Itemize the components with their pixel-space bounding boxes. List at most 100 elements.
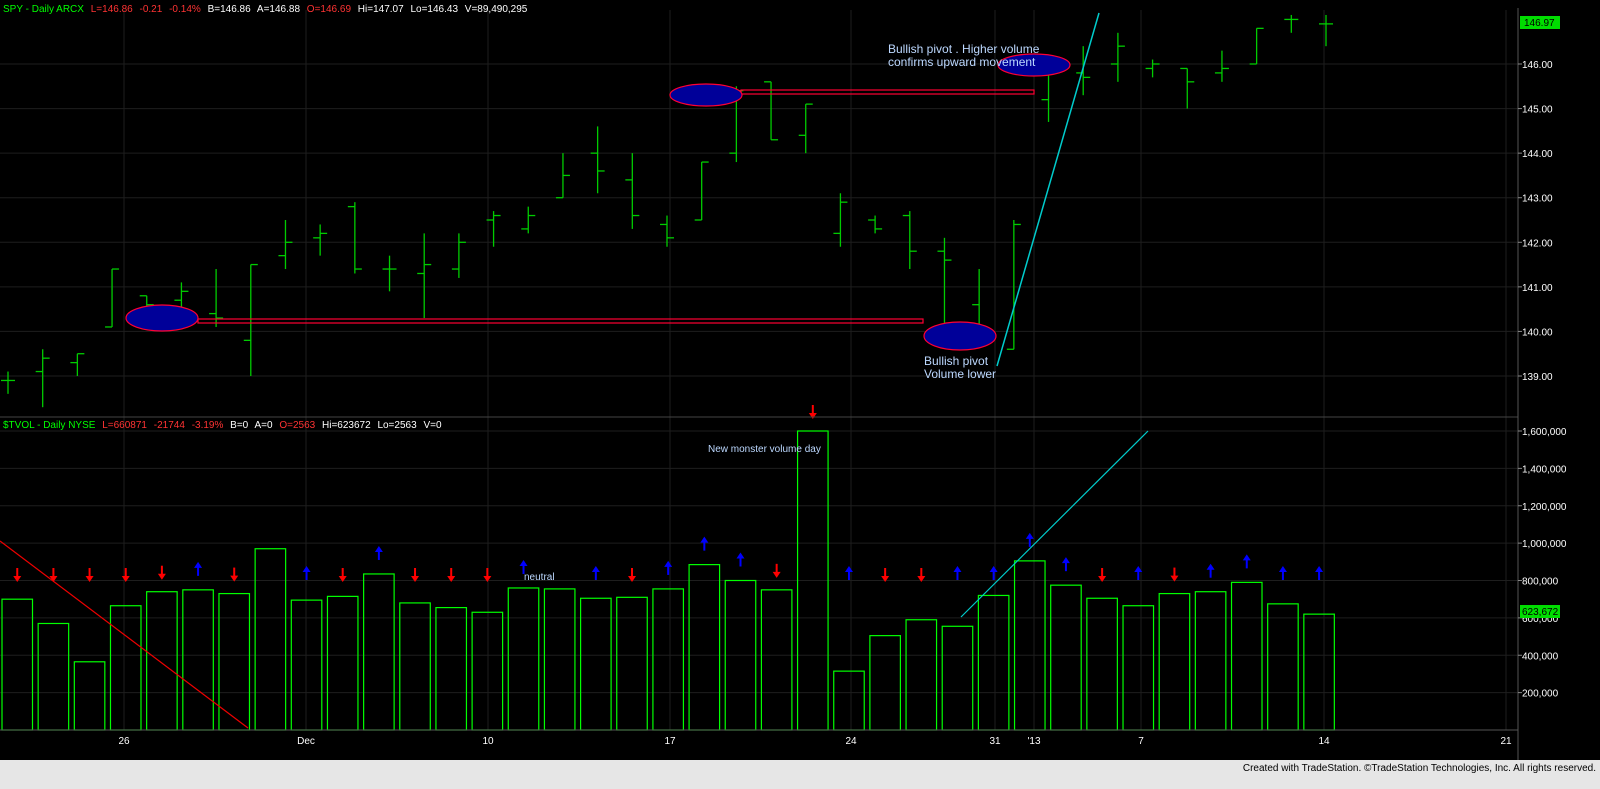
arrow-head [736,552,745,559]
annotation-pivot-top-1: Bullish pivot . Higher volume [888,42,1040,56]
volume-header-volume: V=0 [423,420,442,431]
arrow-head [1025,532,1034,539]
arrow-head [447,576,456,582]
ohlc-bar [35,349,50,408]
price-tick-label: 145.00 [1522,105,1553,116]
arrow-head [953,566,962,572]
up-arrow-icon [989,566,998,580]
ohlc-bar [1319,14,1333,47]
down-arrow-icon [881,568,890,582]
volume-tick-label: 1,000,000 [1522,539,1567,550]
arrow-head [1206,563,1215,570]
pivot-ellipse-1[interactable] [125,304,199,332]
arrow-head [772,571,781,578]
arrow-head [13,576,22,582]
pivot-ellipse-3[interactable] [923,321,997,351]
x-axis: 26 Dec 10 17 24 31 '13 7 14 21 [118,736,1512,747]
price-header-last: L=146.86 [91,4,133,15]
up-arrow-icon [1061,557,1070,572]
volume-tick-label: 1,400,000 [1522,464,1567,475]
neutral-arrow-icon [519,559,528,574]
annotation-pivot-bottom-1: Bullish pivot [924,354,989,368]
up-arrow-icon [1278,566,1287,580]
ohlc-bar [486,211,501,247]
down-arrow-icon [1098,568,1107,582]
ohlc-bar [1110,32,1125,82]
ohlc-bar [1006,220,1021,350]
arrow-head [664,560,673,567]
price-tick-label: 143.00 [1522,194,1553,205]
arrow-head [628,576,637,582]
volume-tick-label: 1,200,000 [1522,502,1567,513]
price-tick-label: 139.00 [1522,372,1553,383]
arrow-head [338,576,347,582]
level-line-low[interactable] [197,318,924,324]
volume-tick-label: 600,000 [1522,614,1559,625]
x-tick-label: Dec [297,736,315,747]
arrow-head [230,575,239,582]
up-arrow-icon [1206,563,1215,578]
ohlc-bar [243,263,258,376]
arrow-head [844,566,853,572]
arrow-head [1315,566,1324,572]
ohlc-bar [417,233,432,319]
ohlc-bar [694,161,709,221]
volume-header-ask: A=0 [254,420,273,431]
price-axis: 139.00 140.00 141.00 142.00 143.00 144.00 145.… [1518,60,1553,383]
arrow-head [1134,566,1143,572]
price-header-volume: V=89,490,295 [465,4,528,15]
down-arrow-icon [917,568,926,582]
ohlc-bar [70,353,85,376]
volume-tick-label: 1,600,000 [1522,427,1567,438]
price-header-ask: A=146.88 [257,4,301,15]
volume-trend-line-down[interactable] [0,540,249,729]
arrow-head [808,413,817,419]
pivot-ellipse-2[interactable] [669,83,743,107]
x-tick-label: 21 [1500,736,1512,747]
ohlc-bar [1145,59,1160,78]
up-arrow-icon [194,561,203,576]
price-trend-line[interactable] [996,12,1100,367]
arrow-head [411,576,420,582]
pivot-ellipse-4[interactable] [997,53,1071,77]
ohlc-bar [902,211,917,270]
last-price-tag-bg [1520,16,1560,29]
arrow-head [194,561,203,568]
up-arrow-icon [1315,566,1324,580]
volume-header-symbol: $TVOL - Daily NYSE [3,420,96,431]
ohlc-bar [521,206,536,234]
volume-tick-label: 400,000 [1522,651,1559,662]
down-arrow-icon [1170,567,1179,582]
volume-header-high: Hi=623672 [322,420,371,431]
up-arrow-icon [664,560,673,575]
up-arrow-icon [736,552,745,567]
ohlc-bar [833,193,848,247]
arrow-head [85,576,94,582]
ohlc-bar [278,220,293,270]
arrow-head [49,576,58,582]
arrow-head [1278,566,1287,572]
x-tick-label: 26 [118,736,130,747]
ohlc-bar [1180,67,1195,109]
arrow-head [1170,575,1179,582]
ohlc-bar [590,126,605,194]
down-arrow-icon [230,567,239,582]
volume-header-low: Lo=2563 [377,420,417,431]
up-arrow-icon [953,566,962,580]
up-arrow-icon [844,566,853,580]
up-arrow-icon [1134,566,1143,580]
down-arrow-icon [483,568,492,582]
down-arrow-icon [157,565,166,580]
volume-trend-line-up[interactable] [960,430,1149,618]
volume-tick-label: 200,000 [1522,689,1559,700]
x-tick-label: 17 [664,736,676,747]
arrow-head [302,566,311,572]
ohlc-bar [313,224,328,256]
price-tick-label: 141.00 [1522,283,1553,294]
footer-credit: Created with TradeStation. ©TradeStation… [1243,763,1596,774]
arrow-head [1061,557,1070,564]
price-tick-label: 146.00 [1522,60,1553,71]
ohlc-bar [209,269,224,327]
